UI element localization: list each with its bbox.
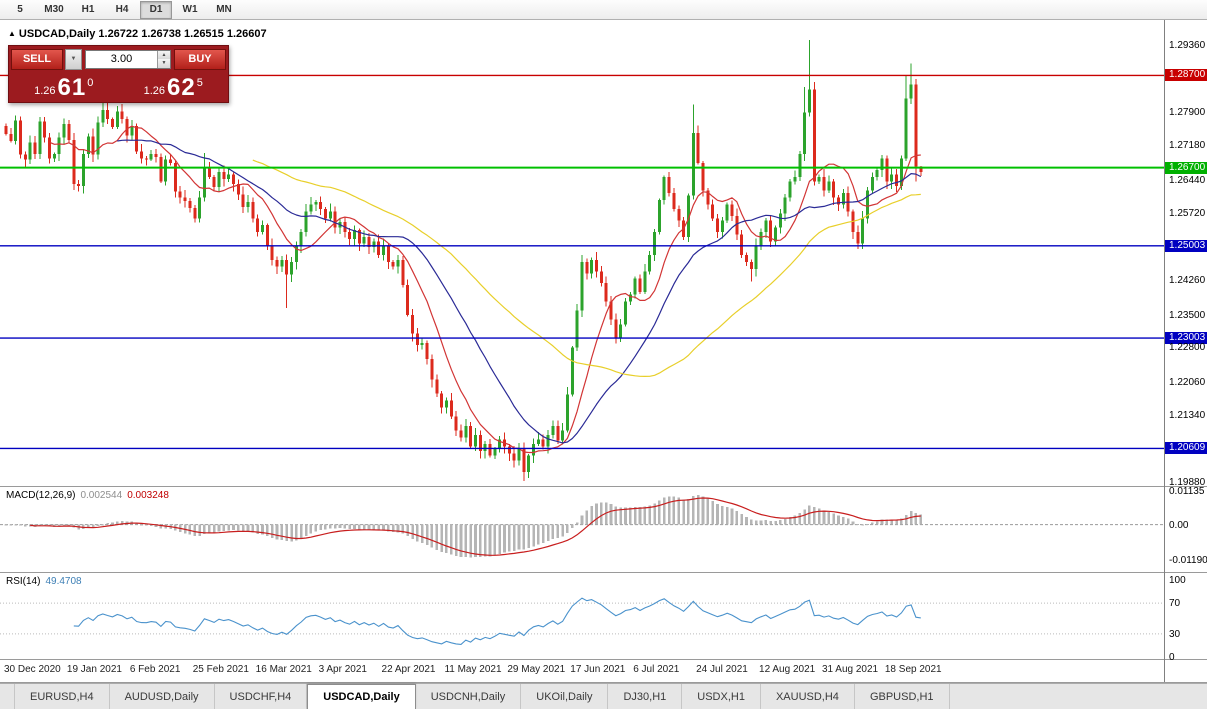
macd-name: MACD(12,26,9) — [6, 490, 76, 501]
price-axis-label: 1.29360 — [1169, 40, 1206, 51]
chart-symbol-period: USDCAD,Daily — [18, 28, 96, 40]
date-axis-separator — [0, 659, 1207, 660]
macd-axis-label: -0.01190 — [1169, 555, 1207, 566]
price-axis-label: 1.26440 — [1169, 174, 1206, 186]
macd-main-value: 0.002544 — [80, 490, 123, 501]
tab-DJ30-H1[interactable]: DJ30,H1 — [608, 684, 683, 709]
timeframe-button-H1[interactable]: H1 — [81, 4, 95, 15]
timeframe-button-MN[interactable]: MN — [216, 4, 232, 15]
timeframe-button-H4[interactable]: H4 — [115, 4, 129, 15]
bid-prefix: 1.26 — [34, 85, 56, 97]
volume-value[interactable]: 3.00 — [110, 52, 133, 65]
chart-canvas[interactable] — [0, 20, 1164, 660]
timeframe-button-W1[interactable]: W1 — [182, 4, 198, 15]
stepper-up-icon[interactable]: ▲ — [158, 50, 170, 59]
tab-GBPUSD-H1[interactable]: GBPUSD,H1 — [855, 684, 950, 709]
macd-axis-label: 0.01135 — [1169, 486, 1205, 497]
date-axis-label: 3 Apr 2021 — [318, 664, 367, 675]
tab-USDCNH-Daily[interactable]: USDCNH,Daily — [416, 684, 522, 709]
volume-input[interactable]: 3.00 ▲ ▼ — [85, 49, 171, 69]
bid-ask-row: 1.26 61 0 1.26 62 5 — [9, 71, 228, 102]
date-axis[interactable]: 30 Dec 2020 19 Jan 2021 6 Feb 2021 25 Feb 2… — [0, 660, 1164, 682]
volume-stepper: ▲ ▼ — [157, 50, 170, 68]
rsi-name: RSI(14) — [6, 576, 41, 587]
chart-title: ▲ USDCAD,Daily 1.26722 1.26738 1.26515 1.… — [8, 28, 267, 40]
timeframe-button-M30[interactable]: M30 — [44, 4, 64, 15]
date-axis-label: 24 Jul 2021 — [696, 664, 748, 675]
date-axis-label: 31 Aug 2021 — [821, 664, 879, 675]
tab-EURUSD-H4[interactable]: EURUSD,H4 — [14, 684, 110, 709]
date-axis-label: 19 Jan 2021 — [66, 664, 122, 675]
tab-USDCAD-Daily[interactable]: USDCAD,Daily — [307, 684, 416, 709]
timeframe-button-D1[interactable]: D1 — [140, 0, 172, 19]
bid-big-digits: 61 — [57, 74, 87, 101]
date-axis-label: 11 May 2021 — [444, 664, 502, 675]
order-options-dropdown-button[interactable]: ▼ — [65, 48, 82, 70]
date-axis-label: 17 Jun 2021 — [570, 664, 626, 675]
chart-tab-bar: EURUSD,H4 AUDUSD,Daily USDCHF,H4 USDCAD,Dai… — [0, 683, 1207, 709]
price-axis-label: 1.21340 — [1169, 409, 1206, 421]
date-axis-label: 29 May 2021 — [507, 664, 566, 675]
chart-ohlc-values: 1.26722 1.26738 1.26515 1.26607 — [98, 28, 267, 40]
price-line-badge: 1.26700 — [1165, 161, 1207, 174]
rsi-axis-label: 100 — [1169, 575, 1186, 586]
date-axis-label: 6 Feb 2021 — [129, 664, 181, 675]
ask-price[interactable]: 1.26 62 5 — [119, 71, 229, 102]
trade-controls-row: SELL ▼ 3.00 ▲ ▼ BUY — [9, 46, 228, 71]
price-axis-label: 1.23500 — [1169, 310, 1206, 322]
rsi-indicator-label: RSI(14) 49.4708 — [6, 576, 82, 587]
sell-button[interactable]: SELL — [11, 48, 63, 70]
macd-pane-separator[interactable] — [0, 486, 1207, 487]
chart-area: 1.29360 1.28700 1.27900 1.27180 1.26700 1.264… — [0, 20, 1207, 683]
macd-axis-label: 0.00 — [1169, 519, 1189, 531]
rsi-axis-label: 30 — [1169, 628, 1181, 640]
date-axis-label: 22 Apr 2021 — [381, 664, 436, 675]
price-axis-label: 1.22060 — [1169, 376, 1206, 388]
ask-prefix: 1.26 — [143, 85, 166, 97]
price-axis-label: 1.27900 — [1169, 107, 1206, 119]
date-axis-label: 18 Sep 2021 — [884, 664, 942, 675]
date-axis-label: 30 Dec 2020 — [4, 664, 61, 675]
bid-price[interactable]: 1.26 61 0 — [9, 71, 119, 102]
date-axis-label: 25 Feb 2021 — [192, 664, 249, 675]
buy-button[interactable]: BUY — [174, 48, 226, 70]
macd-indicator-label: MACD(12,26,9) 0.002544 0.003248 — [6, 490, 169, 501]
date-axis-label: 16 Mar 2021 — [255, 664, 312, 675]
rsi-pane-separator[interactable] — [0, 572, 1207, 573]
ask-big-digits: 62 — [167, 74, 196, 101]
price-axis-label: 1.25720 — [1169, 207, 1206, 219]
subwindow-expand-icon[interactable]: ▲ — [8, 29, 16, 38]
bid-pip-fraction: 0 — [87, 77, 94, 89]
macd-signal-value: 0.003248 — [127, 490, 169, 501]
stepper-down-icon[interactable]: ▼ — [158, 59, 170, 68]
price-line-badge: 1.25003 — [1165, 239, 1207, 252]
timeframe-button-5[interactable]: 5 — [17, 4, 23, 15]
rsi-value: 49.4708 — [45, 576, 82, 587]
rsi-axis-label: 0 — [1169, 652, 1175, 663]
timeframe-toolbar: 5 M30 H1 H4 D1 W1 MN — [0, 0, 1207, 20]
one-click-trading-panel: SELL ▼ 3.00 ▲ ▼ BUY 1.26 61 0 1.26 62 5 — [8, 45, 229, 103]
tab-USDCHF-H4[interactable]: USDCHF,H4 — [215, 684, 308, 709]
price-axis[interactable]: 1.29360 1.28700 1.27900 1.27180 1.26700 1.264… — [1164, 20, 1207, 682]
price-axis-label: 1.27180 — [1169, 140, 1206, 152]
price-line-badge: 1.20609 — [1165, 442, 1207, 455]
date-axis-label: 12 Aug 2021 — [759, 664, 816, 675]
price-axis-label: 1.24260 — [1169, 275, 1206, 287]
ask-pip-fraction: 5 — [196, 77, 203, 89]
tab-USDX-H1[interactable]: USDX,H1 — [682, 684, 761, 709]
tab-UKOil-Daily[interactable]: UKOil,Daily — [521, 684, 609, 709]
rsi-axis-label: 70 — [1169, 598, 1181, 610]
price-line-badge: 1.28700 — [1165, 69, 1207, 82]
price-axis-label: 1.22800 — [1169, 342, 1206, 354]
price-line-badge: 1.23003 — [1165, 332, 1207, 345]
date-axis-label: 6 Jul 2021 — [633, 664, 680, 675]
tab-XAUUSD-H4[interactable]: XAUUSD,H4 — [761, 684, 855, 709]
price-axis-label: 1.19880 — [1169, 477, 1206, 488]
tab-AUDUSD-Daily[interactable]: AUDUSD,Daily — [110, 684, 215, 709]
timeframe-buttons: 5 M30 H1 H4 D1 W1 MN — [4, 0, 240, 19]
chevron-down-icon: ▼ — [70, 56, 77, 62]
